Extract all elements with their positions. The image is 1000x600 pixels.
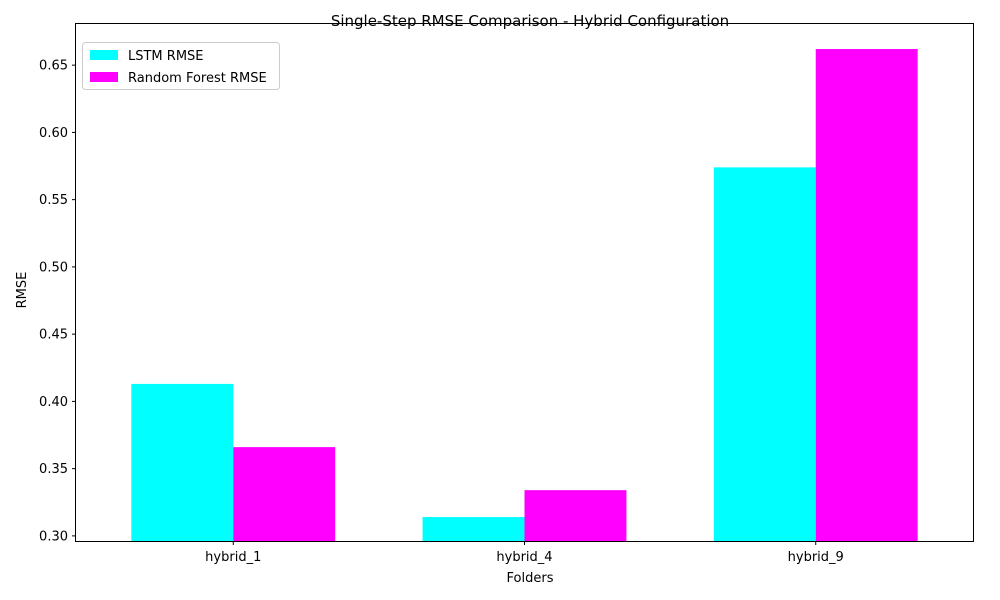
bar-hybrid_4-series-1: [422, 517, 525, 541]
x-tick-label: hybrid_1: [205, 550, 261, 565]
legend-swatch: [90, 50, 118, 60]
y-tick-label: 0.35: [39, 462, 68, 477]
bar-hybrid_9-series-1: [713, 167, 816, 541]
bar-hybrid_1-series-2: [233, 447, 336, 541]
legend-label: LSTM RMSE: [128, 49, 204, 64]
legend: LSTM RMSE Random Forest RMSE: [82, 42, 280, 90]
y-tick-label: 0.60: [39, 126, 68, 141]
y-axis: 0.30 0.35 0.40 0.45 0.50 0.55 0.60 0.65: [39, 59, 76, 544]
bars-layer: [131, 49, 918, 542]
y-tick-label: 0.45: [39, 328, 68, 343]
legend-label: Random Forest RMSE: [128, 71, 267, 86]
chart-title: Single-Step RMSE Comparison - Hybrid Con…: [331, 12, 729, 30]
bar-hybrid_1-series-1: [131, 383, 234, 541]
y-tick-label: 0.55: [39, 193, 68, 208]
y-tick-label: 0.65: [39, 59, 68, 74]
y-tick-label: 0.30: [39, 529, 68, 544]
y-tick-label: 0.40: [39, 395, 68, 410]
x-axis: hybrid_1 hybrid_4 hybrid_9: [205, 541, 844, 565]
y-tick-label: 0.50: [39, 260, 68, 275]
x-tick-label: hybrid_4: [496, 550, 552, 565]
bar-hybrid_4-series-2: [524, 490, 627, 541]
legend-swatch: [90, 72, 118, 82]
x-tick-label: hybrid_9: [788, 550, 844, 565]
x-axis-title: Folders: [507, 571, 554, 586]
bar-hybrid_9-series-2: [815, 49, 918, 542]
y-axis-title: RMSE: [15, 272, 30, 309]
legend-box: [82, 42, 280, 90]
